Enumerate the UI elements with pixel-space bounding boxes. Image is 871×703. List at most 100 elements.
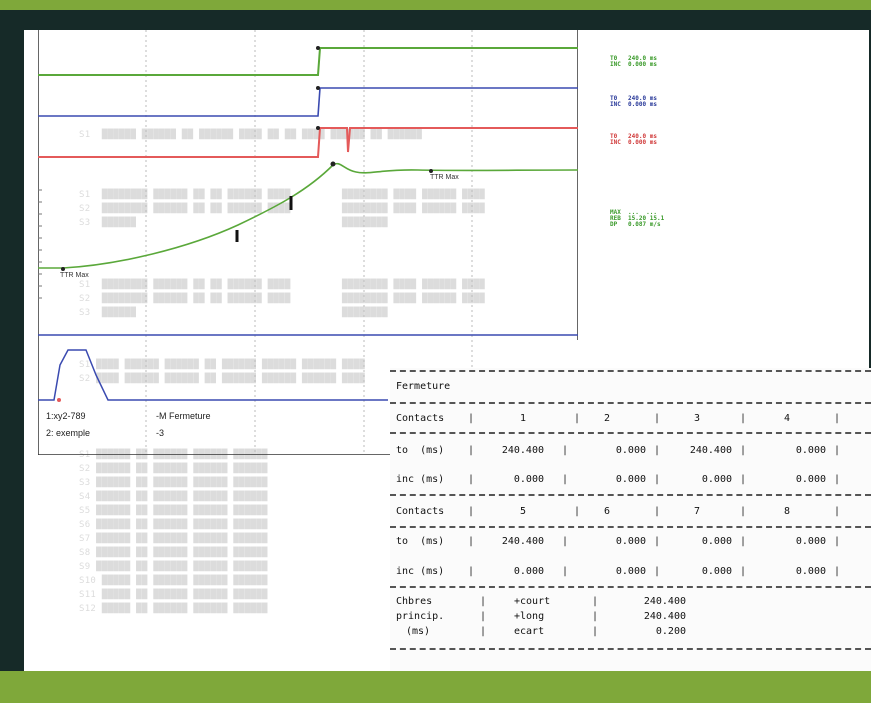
- trace-label-start: TTR Max: [60, 272, 89, 279]
- contact-number: 6: [604, 506, 611, 517]
- trace-marker: [316, 46, 320, 50]
- background-text-line: S1 ████ ██████ ██████ ██ ██████ ██████ █…: [79, 360, 365, 370]
- file-id-1: 1:xy2-789: [46, 411, 86, 421]
- value-cell: 0.000: [795, 566, 826, 577]
- background-text-line: S8 ██████ ██ ██████ ██████ ██████: [79, 548, 268, 558]
- background-text-line: S1 ████████ ██████ ██ ██ ██████ ████ ███…: [79, 280, 486, 290]
- inc-row-a: inc (ms) | 0.000 | 0.000 | 0.000 | 0.000…: [396, 474, 841, 485]
- legend-line: REB 15.20 15.1 DP 0.087 m/s: [610, 215, 665, 228]
- legend-line: INC 0.000 ms: [610, 101, 657, 108]
- background-text-line: S3 ██████ ████████: [79, 218, 388, 228]
- summary-label: princip.: [396, 611, 445, 622]
- pulse-marker: [57, 398, 61, 402]
- contact-number: 5: [520, 506, 527, 517]
- row-label: to (ms): [396, 445, 445, 456]
- left-axis-ticks: [38, 189, 42, 299]
- trace-marker: [316, 126, 320, 130]
- background-text-line: S2 ████████ ██████ ██ ██ ██████ ████ ███…: [79, 294, 486, 304]
- summary-label: (ms): [406, 626, 431, 637]
- value-cell: 240.400: [689, 445, 732, 456]
- summary-label: +long: [514, 611, 545, 622]
- timing-plot: TTR Max TTR Max 1:xy2-789 -M Fermeture 2…: [38, 30, 578, 455]
- value-cell: 0.000: [513, 474, 544, 485]
- file-name-1: -M Fermeture: [156, 411, 211, 421]
- summary-row: (ms) | ecart | 0.200: [406, 626, 686, 637]
- legend-green: T0 240.0 ms INC 0.000 ms: [610, 56, 657, 68]
- background-text-line: S4 ██████ ██ ██████ ██████ ██████: [79, 492, 268, 502]
- trace-blue-step: [38, 87, 578, 117]
- legend-blue: T0 240.0 ms INC 0.000 ms: [610, 96, 657, 108]
- background-text-line: S1 ██████ ██ ██████ ██████ ██████: [79, 450, 268, 460]
- background-text-line: S3 ██████ ████████: [79, 308, 388, 318]
- divider: [390, 432, 871, 434]
- file-name-2: -3: [156, 428, 165, 438]
- value-cell: 0.000: [701, 566, 732, 577]
- value-cell: 0.000: [615, 566, 646, 577]
- summary-value: 240.400: [643, 611, 686, 622]
- legend-red: T0 240.0 ms INC 0.000 ms: [610, 134, 657, 146]
- background-text-line: S2 ████ ██████ ██████ ██ ██████ ██████ █…: [79, 374, 365, 384]
- trace-marker: [316, 86, 320, 90]
- legend-line: INC 0.000 ms: [610, 61, 657, 68]
- background-text-line: S2 ████████ ██████ ██ ██ ██████ ████ ███…: [79, 204, 486, 214]
- background-text-line: S11 █████ ██ ██████ ██████ ██████: [79, 590, 268, 600]
- summary-label: Chbres: [396, 596, 433, 607]
- legend-line: T0 240.0 ms: [610, 133, 657, 140]
- value-cell: 0.000: [513, 566, 544, 577]
- trace-green-step: [38, 47, 578, 76]
- row-label: to (ms): [396, 536, 445, 547]
- contacts-row-a: Contacts | 1 | 2 | 3 | 4 |: [396, 413, 841, 424]
- divider: [390, 648, 871, 650]
- divider: [390, 494, 871, 496]
- legend-line: T0 240.0 ms: [610, 55, 657, 62]
- curve-peak-marker: [330, 161, 336, 167]
- trace-pulse: [38, 349, 388, 401]
- background-text-line: S12 █████ ██ ██████ ██████ ██████: [79, 604, 268, 614]
- background-text-line: S7 ██████ ██ ██████ ██████ ██████: [79, 534, 268, 544]
- report-title: Fermeture: [396, 381, 451, 392]
- legend-line: MAX ... ...: [610, 209, 657, 216]
- value-cell: 0.000: [795, 536, 826, 547]
- value-cell: 0.000: [795, 445, 826, 456]
- legend-travel: MAX ... ... REB 15.20 15.1 DP 0.087 m/s: [610, 210, 664, 228]
- inc-row-b: inc (ms) | 0.000 | 0.000 | 0.000 | 0.000…: [396, 566, 841, 577]
- curve-end-marker: [429, 169, 433, 173]
- summary-row: princip. | +long | 240.400: [396, 611, 686, 622]
- summary-row: Chbres | +court | 240.400: [396, 596, 686, 607]
- summary-value: 240.400: [643, 596, 686, 607]
- contacts-row-b: Contacts | 5 | 6 | 7 | 8 |: [396, 506, 841, 517]
- contact-number: 8: [784, 506, 791, 517]
- legend-line: T0 240.0 ms: [610, 95, 657, 102]
- timing-plot-svg: [38, 30, 578, 455]
- row-label: Contacts: [396, 413, 445, 424]
- background-text-line: S6 ██████ ██ ██████ ██████ ██████: [79, 520, 268, 530]
- divider: [390, 526, 871, 528]
- row-label: inc (ms): [396, 474, 445, 485]
- row-label: Contacts: [396, 506, 445, 517]
- divider: [390, 370, 871, 372]
- value-cell: 0.000: [701, 536, 732, 547]
- trace-travel-curve: [38, 162, 578, 269]
- divider: [390, 402, 871, 404]
- background-text-line: S5 ██████ ██ ██████ ██████ ██████: [79, 506, 268, 516]
- contact-number: 1: [520, 413, 527, 424]
- legend-line: INC 0.000 ms: [610, 139, 657, 146]
- contact-number: 3: [694, 413, 701, 424]
- value-cell: 0.000: [615, 445, 646, 456]
- curve-start-marker: [61, 267, 65, 271]
- value-cell: 0.000: [615, 474, 646, 485]
- background-text-line: S1 ████████ ██████ ██ ██ ██████ ████ ███…: [79, 190, 486, 200]
- summary-label: +court: [514, 596, 551, 607]
- contact-number: 7: [694, 506, 701, 517]
- grid-vertical: [145, 30, 473, 455]
- value-cell: 0.000: [615, 536, 646, 547]
- background-text-line: S2 ██████ ██ ██████ ██████ ██████: [79, 464, 268, 474]
- contact-number: 2: [604, 413, 611, 424]
- trace-red-step: [38, 127, 578, 158]
- file-id-2: 2: exemple: [46, 428, 91, 438]
- contact-number: 4: [784, 413, 791, 424]
- row-label: inc (ms): [396, 566, 445, 577]
- trace-label-end: TTR Max: [430, 174, 459, 181]
- value-cell: 0.000: [795, 474, 826, 485]
- divider: [390, 586, 871, 588]
